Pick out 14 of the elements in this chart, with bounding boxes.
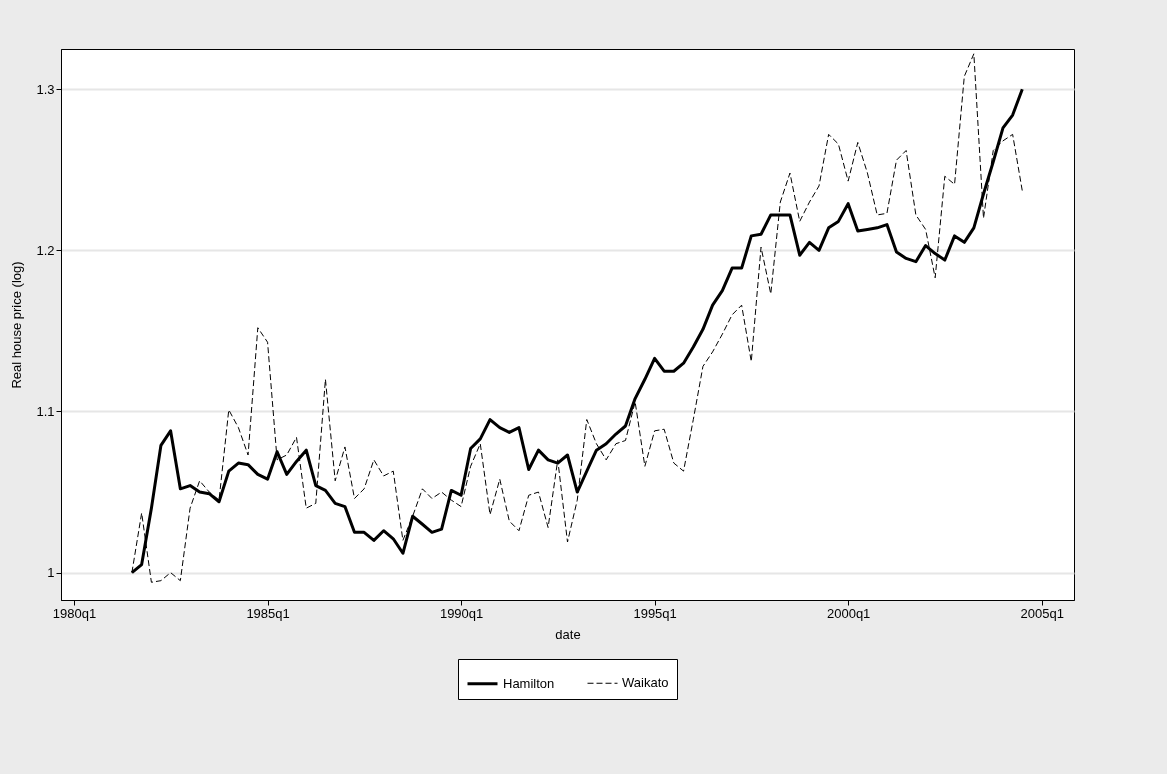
x-tick-label: 1995q1 [633,605,677,621]
x-tick-label: 2005q1 [1020,605,1064,621]
y-tick-label: 1.2 [36,242,55,258]
y-tick-label: 1.1 [36,404,55,419]
x-tick-label: 1980q1 [52,605,97,621]
y-tick-label: 1 [47,565,55,581]
legend-label: Hamilton [503,675,555,691]
x-tick-label: 1985q1 [246,605,290,621]
x-tick-label: 2000q1 [826,605,871,621]
y-tick-label: 1.3 [36,81,55,97]
x-axis-title: date [555,626,581,642]
x-tick-label: 1990q1 [439,605,484,621]
legend-label: Waikato [622,675,669,691]
y-axis-title: Real house price (log) [9,261,25,389]
